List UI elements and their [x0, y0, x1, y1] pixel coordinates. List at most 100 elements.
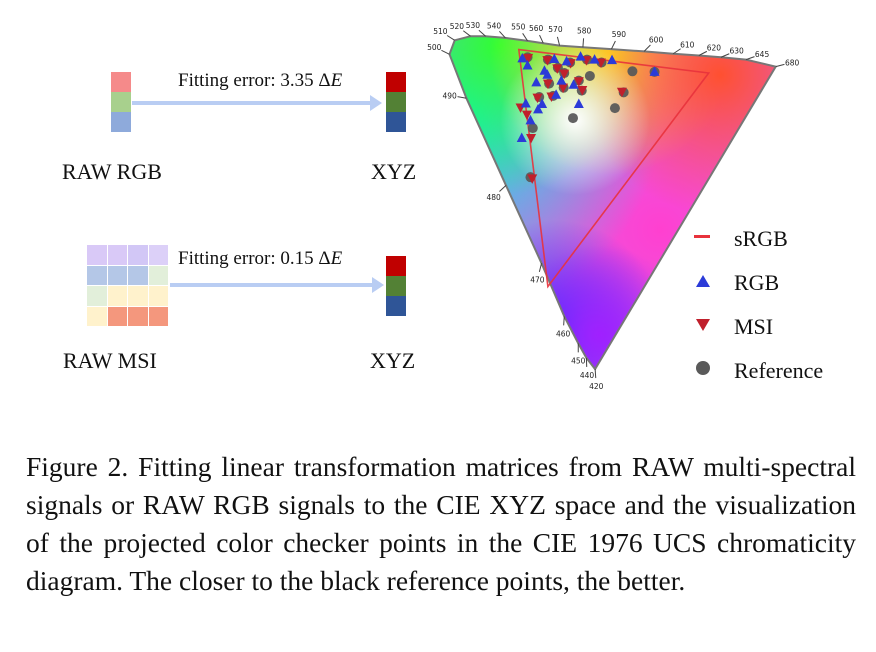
rgb-point [520, 97, 531, 108]
wavelength-label: 450 [571, 356, 586, 365]
msi-point [595, 58, 606, 69]
msi-arrow-head [372, 277, 384, 293]
rgb-fitting-error: Fitting error: 3.35 ΔE [178, 70, 343, 91]
msi-point [559, 69, 570, 80]
raw-rgb-label: RAW RGB [62, 159, 162, 184]
legend-rgb: RGB [734, 270, 780, 295]
wavelength-label: 460 [556, 329, 571, 338]
wavelength-tick [463, 30, 471, 37]
wavelength-label: 440 [580, 371, 595, 380]
msi-point [526, 133, 537, 144]
raw-msi-label: RAW MSI [63, 348, 157, 373]
raw-msi-grid-cell [107, 286, 127, 306]
wavelength-label: 580 [577, 26, 592, 35]
reference-point [609, 103, 620, 114]
rgb-point [649, 66, 660, 76]
raw-msi-grid-cell [128, 306, 148, 326]
wavelength-label: 510 [433, 27, 448, 36]
wavelength-label: 490 [442, 91, 457, 100]
wavelength-label: 470 [530, 276, 545, 285]
msi-point [542, 56, 553, 66]
msi-fitting-error: Fitting error: 0.15 ΔE [178, 248, 343, 269]
legend-srgb-line [694, 235, 710, 238]
rgb-arrow [132, 101, 372, 105]
raw-rgb-swatch [111, 112, 131, 132]
xyz-label-bottom: XYZ [370, 348, 416, 373]
rgb-point [525, 114, 536, 125]
rgb-point [568, 79, 579, 89]
msi-point [616, 87, 627, 98]
rgb-point [551, 89, 562, 99]
raw-msi-grid-cell [128, 286, 148, 306]
msi-point [521, 110, 532, 121]
wavelength-label: 520 [450, 22, 465, 31]
rgb-point [531, 76, 542, 87]
wavelength-tick [441, 49, 450, 55]
wavelength-tick [478, 29, 486, 37]
legend: sRGB RGB MSI Reference [694, 226, 864, 396]
msi-point [552, 64, 563, 74]
raw-msi-grid-cell [87, 245, 107, 265]
msi-arrow [170, 283, 374, 287]
rgb-point [573, 98, 584, 109]
rgb-point [561, 55, 572, 66]
spectral-locus [448, 35, 778, 371]
wavelength-label: 560 [529, 24, 544, 33]
raw-msi-grid-cell [148, 265, 168, 285]
wavelength-label: 630 [729, 47, 744, 56]
wavelength-label: 600 [649, 35, 664, 44]
raw-msi-grid-cell [107, 306, 127, 326]
rgb-point [533, 103, 544, 114]
raw-msi-grid-cell [107, 265, 127, 285]
raw-msi-grid-cell [128, 245, 148, 265]
wavelength-tick [556, 36, 561, 46]
wavelength-tick [499, 30, 506, 39]
legend-reference-marker [696, 361, 710, 375]
wavelength-tick [539, 34, 544, 44]
legend-reference: Reference [734, 358, 824, 383]
wavelength-label: 645 [755, 50, 770, 59]
raw-msi-grid-cell [87, 306, 107, 326]
wavelength-tick [672, 48, 681, 55]
raw-msi-grid-cell [128, 265, 148, 285]
legend-msi-marker [696, 319, 710, 331]
xyz-swatch [386, 72, 406, 92]
figure-caption: Figure 2. Fitting linear transformation … [26, 451, 856, 596]
raw-msi-grid-cell [87, 265, 107, 285]
wavelength-tick [538, 263, 543, 273]
rgb-point [549, 53, 560, 64]
msi-point [527, 174, 538, 184]
wavelength-label: 570 [548, 25, 563, 34]
reference-point [584, 70, 595, 81]
wavelength-label: 500 [427, 43, 442, 52]
wavelength-tick [610, 40, 616, 50]
rgb-point [516, 132, 527, 142]
wavelength-tick [594, 369, 597, 379]
msi-point [532, 93, 543, 104]
msi-point [573, 77, 584, 87]
msi-point [577, 86, 588, 96]
wavelength-label: 680 [785, 58, 800, 67]
msi-point [558, 83, 569, 94]
wavelength-tick [522, 33, 528, 42]
reference-point [567, 113, 578, 124]
raw-msi-grid-cell [148, 286, 168, 306]
rgb-point [556, 75, 567, 85]
wavelength-tick [582, 38, 585, 48]
raw-rgb-swatch [111, 72, 131, 92]
wavelength-tick [563, 316, 565, 326]
wavelength-label: 610 [680, 40, 695, 49]
rgb-point [575, 51, 586, 61]
rgb-point [542, 69, 553, 79]
wavelength-tick [643, 44, 651, 52]
reference-point [627, 66, 638, 77]
xyz-swatch [386, 92, 406, 112]
wavelength-label: 540 [487, 21, 502, 30]
legend-msi: MSI [734, 314, 774, 339]
msi-point [542, 79, 553, 90]
xyz-label-top: XYZ [371, 159, 417, 184]
raw-msi-grid-cell [107, 245, 127, 265]
raw-rgb-swatch [111, 92, 131, 112]
